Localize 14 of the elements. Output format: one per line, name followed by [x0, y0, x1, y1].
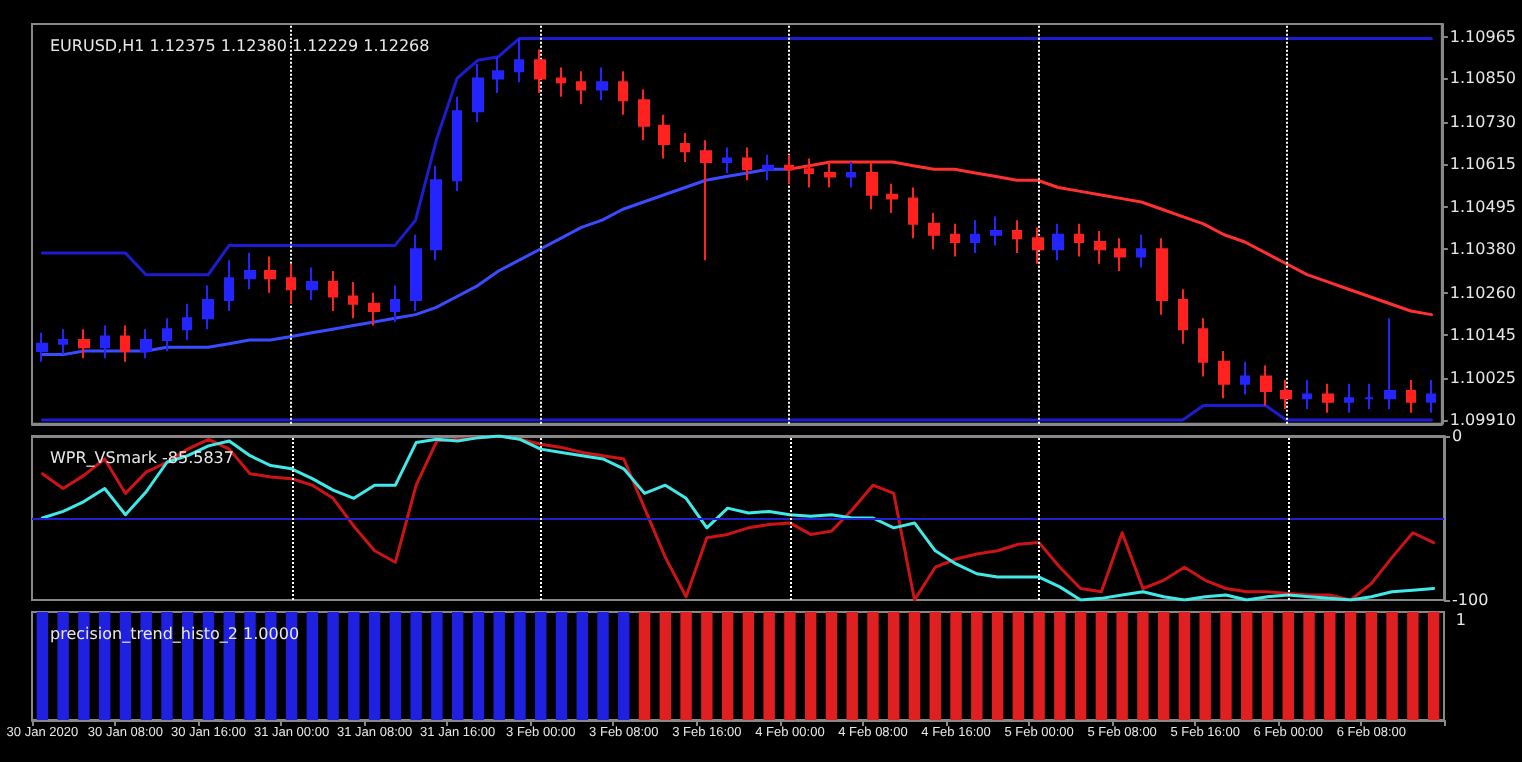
y-tick-label: 0	[1452, 427, 1463, 445]
y-tick-label: 1.10730	[1449, 113, 1517, 132]
y-tick-label: 1.09910	[1449, 411, 1517, 429]
y-tick-label: 1.10145	[1449, 325, 1517, 344]
y-tick-label: 1.10025	[1449, 369, 1517, 388]
y-tick-label: 1.10850	[1449, 69, 1517, 88]
y-tick-label: 1.10495	[1449, 198, 1517, 217]
y-tick-label: 1.10380	[1449, 240, 1517, 259]
y-tick-label: -100	[1452, 591, 1489, 609]
text: EURUSD,H1 1.12375 1.12380 1.12229 1.12268	[50, 37, 430, 55]
y-tick-label: 1.10260	[1449, 283, 1517, 302]
y-tick-label: 1.10965	[1449, 27, 1517, 46]
text: 1	[1455, 611, 1467, 629]
y-tick-label: 1.10615	[1449, 154, 1517, 173]
